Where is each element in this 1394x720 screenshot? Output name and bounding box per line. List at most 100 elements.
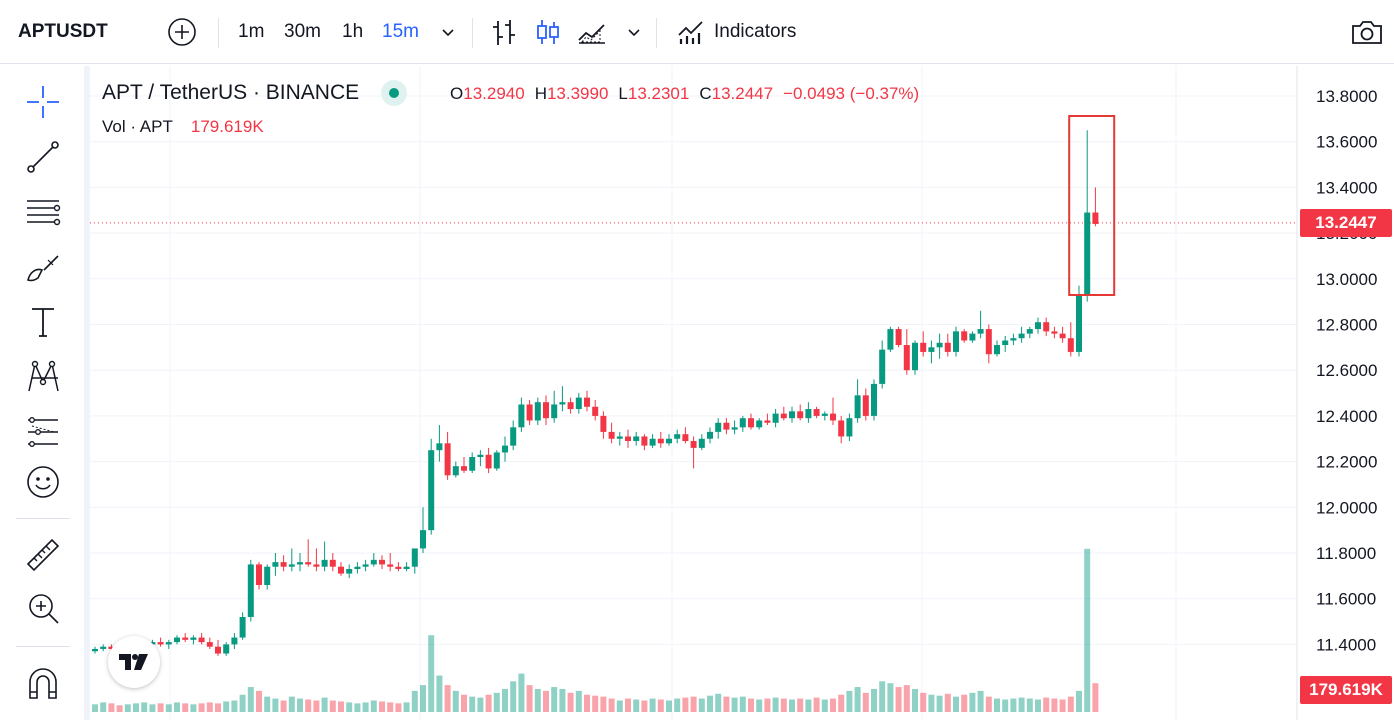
candle-body	[1059, 333, 1066, 339]
volume-bar	[805, 699, 812, 712]
candle-body	[772, 413, 779, 423]
emoji-tool[interactable]	[22, 461, 64, 503]
volume-bar	[510, 681, 517, 712]
candle-body	[379, 559, 385, 565]
volume-bar	[682, 697, 689, 712]
crosshair-tool[interactable]	[22, 81, 64, 123]
interval-1m[interactable]: 1m	[238, 21, 265, 42]
fib-tool[interactable]	[22, 191, 64, 233]
candle-body	[329, 559, 336, 567]
volume-bar	[543, 690, 549, 712]
candle-body	[543, 402, 549, 419]
screenshot-button[interactable]	[1350, 0, 1384, 64]
magnet-tool[interactable]	[22, 662, 64, 704]
forecast-icon	[28, 417, 58, 447]
volume-bar	[1076, 690, 1082, 712]
volume-bar	[690, 696, 697, 712]
candle-body	[346, 568, 353, 574]
volume-bar	[559, 688, 566, 712]
price-tick-label: 13.4000	[1316, 178, 1377, 197]
symbol-title[interactable]: APT / TetherUS · BINANCE	[102, 81, 360, 104]
indicators-button[interactable]: Indicators	[676, 0, 796, 64]
candle-body	[1035, 322, 1041, 330]
volume-bar	[395, 703, 402, 712]
volume-bar	[387, 702, 394, 712]
candle-body	[411, 548, 418, 567]
interval-dropdown[interactable]	[438, 0, 458, 64]
pattern-tool[interactable]	[22, 356, 64, 398]
series-legend: APT / TetherUS · BINANCE	[102, 80, 408, 106]
symbol-search[interactable]: APTUSDT	[18, 21, 108, 42]
interval-1h[interactable]: 1h	[342, 21, 364, 42]
candle-body	[206, 642, 213, 647]
price-tick-label: 12.0000	[1316, 498, 1377, 517]
market-status-icon	[381, 80, 408, 106]
candle-body	[674, 434, 681, 439]
chevron-down-icon	[442, 29, 454, 37]
volume-bar	[756, 699, 763, 712]
candle-body	[1018, 333, 1025, 339]
candle-body	[444, 443, 451, 476]
volume-label[interactable]: Vol · APT	[102, 117, 173, 136]
volume-bar	[1067, 696, 1074, 712]
candles-button[interactable]	[534, 0, 562, 64]
volume-bar	[551, 687, 558, 712]
candle-body	[682, 434, 689, 442]
candle-body	[789, 411, 795, 419]
candle-body	[239, 616, 246, 638]
interval-30m[interactable]: 30m	[284, 21, 321, 42]
volume-bar	[411, 690, 418, 712]
candle-body	[354, 566, 361, 569]
candle-body	[551, 404, 558, 419]
zoom-tool[interactable]	[22, 587, 64, 629]
volume-bar	[370, 700, 377, 712]
candle-body	[641, 436, 648, 446]
bar-chart-button[interactable]	[490, 0, 518, 64]
trendline-icon	[27, 141, 59, 173]
interval-15m[interactable]: 15m	[382, 21, 419, 42]
volume-bar	[534, 688, 541, 712]
volume-bar	[149, 704, 156, 712]
candle-body	[715, 422, 722, 432]
candle-body	[625, 436, 631, 442]
volume-bar	[764, 698, 771, 712]
volume-bar	[944, 693, 951, 712]
volume-bar	[1059, 699, 1066, 712]
candles-icon	[537, 20, 559, 44]
volume-bar	[247, 687, 254, 712]
price-tick-label: 12.6000	[1316, 361, 1377, 380]
tradingview-logo[interactable]	[108, 636, 160, 688]
volume-bar	[354, 703, 361, 712]
text-tool[interactable]	[22, 301, 64, 343]
candle-body	[1002, 340, 1009, 346]
forecast-tool[interactable]	[22, 411, 64, 453]
candle-body	[452, 466, 459, 476]
volume-bar	[256, 690, 262, 712]
volume-bar	[141, 702, 148, 712]
brush-tool[interactable]	[22, 246, 64, 288]
volume-bar	[518, 673, 525, 712]
trendline-tool[interactable]	[22, 136, 64, 178]
volume-bar	[493, 692, 500, 712]
candle-body	[666, 438, 672, 444]
bar-chart-icon	[493, 20, 515, 45]
area-chart-button[interactable]	[576, 0, 608, 64]
candle-body	[871, 383, 877, 416]
volume-bar	[961, 694, 968, 712]
volume-bar	[338, 701, 344, 712]
candles	[92, 115, 1116, 656]
candle-body	[264, 566, 271, 585]
measure-tool[interactable]	[22, 534, 64, 576]
price-tick-label: 12.2000	[1316, 453, 1377, 472]
candle-body	[272, 562, 279, 567]
volume-bar	[936, 695, 943, 712]
compare-button[interactable]	[166, 0, 198, 64]
volume-tag: 179.619K	[1300, 676, 1392, 704]
volume-bar	[772, 697, 779, 712]
candle-body	[198, 637, 205, 643]
chart-type-dropdown[interactable]	[624, 0, 644, 64]
candle-body	[928, 347, 935, 352]
chart-grid	[90, 66, 1297, 720]
volume-bar	[1084, 548, 1091, 712]
